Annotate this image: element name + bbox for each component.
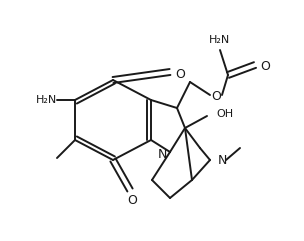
Text: O: O (260, 60, 270, 74)
Text: H₂N: H₂N (36, 95, 57, 105)
Text: O: O (211, 91, 221, 103)
Text: N: N (157, 147, 167, 161)
Text: N: N (218, 154, 227, 167)
Text: O: O (175, 67, 185, 80)
Text: H₂N: H₂N (209, 35, 231, 45)
Text: OH: OH (216, 109, 233, 119)
Text: O: O (127, 194, 137, 208)
